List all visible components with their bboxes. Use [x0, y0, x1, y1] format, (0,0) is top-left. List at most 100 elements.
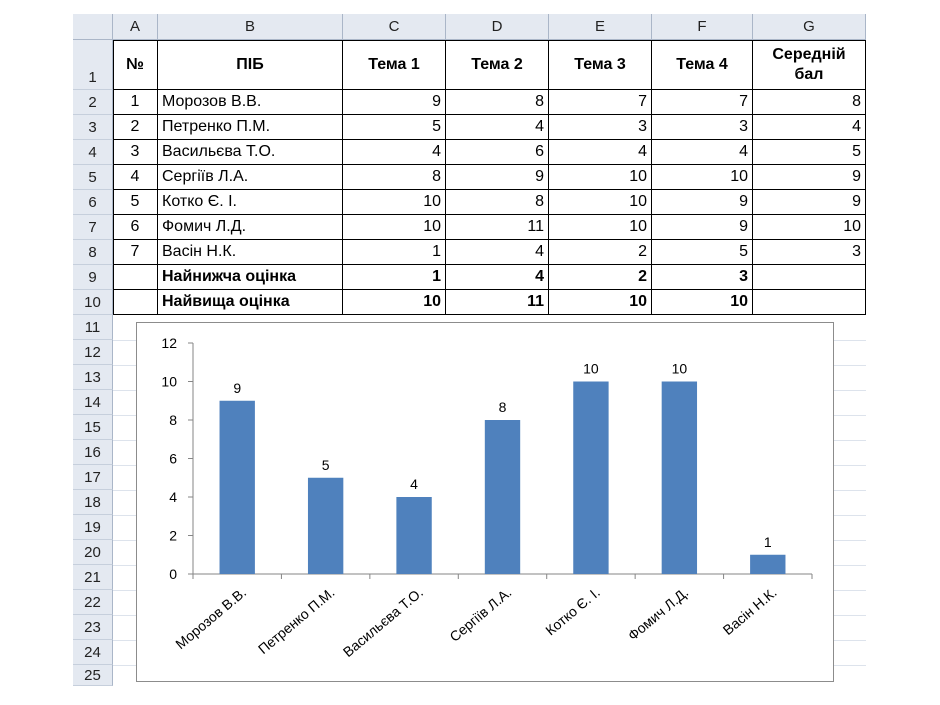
cell-number[interactable]: 2 — [113, 115, 158, 140]
select-all-corner[interactable] — [73, 14, 113, 40]
cell-min-topic-3[interactable]: 2 — [549, 265, 652, 290]
row-header-13[interactable]: 13 — [73, 365, 113, 390]
row-header-17[interactable]: 17 — [73, 465, 113, 490]
cell-topic-2[interactable]: 11 — [446, 215, 549, 240]
cell-average[interactable] — [753, 290, 866, 315]
cell-topic-2[interactable]: 6 — [446, 140, 549, 165]
cell-topic-1[interactable]: 9 — [343, 90, 446, 115]
cell-number[interactable]: 5 — [113, 190, 158, 215]
header-topic-3[interactable]: Тема 3 — [549, 40, 652, 90]
cell-max-label[interactable]: Найвища оцінка — [158, 290, 343, 315]
row-header-23[interactable]: 23 — [73, 615, 113, 640]
cell-average[interactable]: 8 — [753, 90, 866, 115]
cell-average[interactable]: 3 — [753, 240, 866, 265]
row-header-11[interactable]: 11 — [73, 315, 113, 340]
cell-topic-2[interactable]: 8 — [446, 190, 549, 215]
cell-topic-3[interactable]: 7 — [549, 90, 652, 115]
column-header-f[interactable]: F — [652, 14, 753, 40]
row-header-14[interactable]: 14 — [73, 390, 113, 415]
cell-topic-4[interactable]: 5 — [652, 240, 753, 265]
cell-number[interactable] — [113, 265, 158, 290]
cell-name[interactable]: Фомич Л.Д. — [158, 215, 343, 240]
header-topic-4[interactable]: Тема 4 — [652, 40, 753, 90]
row-header-21[interactable]: 21 — [73, 565, 113, 590]
cell-topic-4[interactable]: 3 — [652, 115, 753, 140]
cell-topic-1[interactable]: 5 — [343, 115, 446, 140]
column-header-c[interactable]: C — [343, 14, 446, 40]
column-header-b[interactable]: B — [158, 14, 343, 40]
row-header-18[interactable]: 18 — [73, 490, 113, 515]
header-number[interactable]: № — [113, 40, 158, 90]
cell-number[interactable]: 3 — [113, 140, 158, 165]
row-header-19[interactable]: 19 — [73, 515, 113, 540]
column-header-a[interactable]: A — [113, 14, 158, 40]
cell-name[interactable]: Морозов В.В. — [158, 90, 343, 115]
cell-min-label[interactable]: Найнижча оцінка — [158, 265, 343, 290]
cell-topic-1[interactable]: 10 — [343, 215, 446, 240]
row-header-22[interactable]: 22 — [73, 590, 113, 615]
cell-topic-1[interactable]: 1 — [343, 240, 446, 265]
row-header-4[interactable]: 4 — [73, 140, 113, 165]
cell-topic-3[interactable]: 10 — [549, 190, 652, 215]
column-header-e[interactable]: E — [549, 14, 652, 40]
column-header-g[interactable]: G — [753, 14, 866, 40]
cell-topic-2[interactable]: 4 — [446, 240, 549, 265]
cell-min-topic-4[interactable]: 3 — [652, 265, 753, 290]
cell-topic-4[interactable]: 10 — [652, 165, 753, 190]
cell-topic-3[interactable]: 4 — [549, 140, 652, 165]
row-header-3[interactable]: 3 — [73, 115, 113, 140]
cell-topic-4[interactable]: 7 — [652, 90, 753, 115]
embedded-bar-chart[interactable]: 0 2 4 6 8 10 12 9 Морозов В.В. 5 Петренко П.М. 4 Вас… — [136, 322, 834, 682]
cell-topic-4[interactable]: 9 — [652, 190, 753, 215]
row-header-5[interactable]: 5 — [73, 165, 113, 190]
cell-max-topic-2[interactable]: 11 — [446, 290, 549, 315]
row-header-12[interactable]: 12 — [73, 340, 113, 365]
cell-number[interactable]: 1 — [113, 90, 158, 115]
row-header-2[interactable]: 2 — [73, 90, 113, 115]
cell-number[interactable]: 6 — [113, 215, 158, 240]
header-name[interactable]: ПІБ — [158, 40, 343, 90]
row-header-7[interactable]: 7 — [73, 215, 113, 240]
header-topic-2[interactable]: Тема 2 — [446, 40, 549, 90]
cell-topic-3[interactable]: 10 — [549, 165, 652, 190]
cell-topic-3[interactable]: 3 — [549, 115, 652, 140]
row-header-1[interactable]: 1 — [73, 40, 113, 90]
row-header-6[interactable]: 6 — [73, 190, 113, 215]
cell-topic-2[interactable]: 9 — [446, 165, 549, 190]
cell-topic-1[interactable]: 10 — [343, 190, 446, 215]
cell-name[interactable]: Сергіїв Л.А. — [158, 165, 343, 190]
cell-number[interactable]: 7 — [113, 240, 158, 265]
cell-topic-3[interactable]: 2 — [549, 240, 652, 265]
cell-max-topic-4[interactable]: 10 — [652, 290, 753, 315]
cell-number[interactable] — [113, 290, 158, 315]
cell-name[interactable]: Васильєва Т.О. — [158, 140, 343, 165]
cell-topic-2[interactable]: 8 — [446, 90, 549, 115]
row-header-16[interactable]: 16 — [73, 440, 113, 465]
row-header-15[interactable]: 15 — [73, 415, 113, 440]
cell-max-topic-1[interactable]: 10 — [343, 290, 446, 315]
cell-average[interactable]: 9 — [753, 165, 866, 190]
row-header-10[interactable]: 10 — [73, 290, 113, 315]
cell-topic-2[interactable]: 4 — [446, 115, 549, 140]
row-header-20[interactable]: 20 — [73, 540, 113, 565]
cell-topic-1[interactable]: 8 — [343, 165, 446, 190]
cell-average[interactable]: 10 — [753, 215, 866, 240]
row-header-24[interactable]: 24 — [73, 640, 113, 665]
cell-number[interactable]: 4 — [113, 165, 158, 190]
header-average[interactable]: Середній бал — [753, 40, 866, 90]
column-header-d[interactable]: D — [446, 14, 549, 40]
cell-average[interactable]: 9 — [753, 190, 866, 215]
cell-topic-4[interactable]: 9 — [652, 215, 753, 240]
cell-topic-3[interactable]: 10 — [549, 215, 652, 240]
header-topic-1[interactable]: Тема 1 — [343, 40, 446, 90]
cell-max-topic-3[interactable]: 10 — [549, 290, 652, 315]
row-header-8[interactable]: 8 — [73, 240, 113, 265]
cell-average[interactable]: 5 — [753, 140, 866, 165]
cell-min-topic-1[interactable]: 1 — [343, 265, 446, 290]
cell-name[interactable]: Петренко П.М. — [158, 115, 343, 140]
cell-topic-1[interactable]: 4 — [343, 140, 446, 165]
cell-average[interactable]: 4 — [753, 115, 866, 140]
cell-name[interactable]: Васін Н.К. — [158, 240, 343, 265]
cell-name[interactable]: Котко Є. І. — [158, 190, 343, 215]
row-header-9[interactable]: 9 — [73, 265, 113, 290]
